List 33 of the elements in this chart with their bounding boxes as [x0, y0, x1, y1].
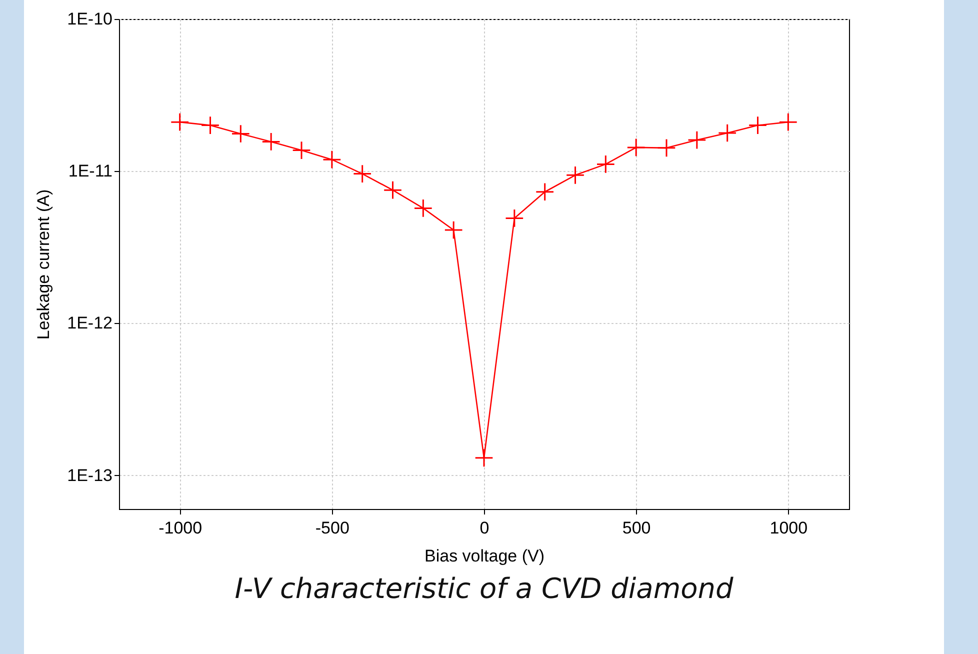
point — [566, 166, 585, 185]
x-tick-label: 500 — [622, 518, 651, 538]
point — [444, 220, 463, 240]
point — [262, 132, 280, 152]
point — [688, 130, 706, 150]
point — [505, 208, 524, 228]
point — [322, 150, 342, 170]
point — [170, 112, 190, 132]
point — [383, 180, 402, 200]
point — [657, 138, 676, 158]
y-tick-label: 1E-11 — [68, 162, 112, 181]
point — [778, 112, 798, 132]
x-tick-label: -500 — [315, 518, 350, 538]
text: I-V characteristic of a CVD diamond — [234, 572, 734, 605]
point — [748, 116, 768, 135]
x-tick-label: -1000 — [158, 518, 202, 538]
x-tick-label: 0 — [480, 518, 490, 538]
point — [535, 182, 554, 202]
point — [596, 154, 616, 174]
point — [231, 124, 250, 144]
point — [474, 448, 494, 468]
point — [718, 124, 737, 142]
x-tick-label: 1000 — [770, 518, 808, 538]
point — [200, 116, 220, 135]
y-axis-title: Leakage current (A) — [34, 189, 54, 340]
point — [414, 198, 433, 218]
y-tick-label: 1E-12 — [67, 314, 112, 333]
point — [292, 140, 311, 160]
x-axis-title: Bias voltage (V) — [424, 546, 544, 566]
y-tick-label: 1E-10 — [67, 10, 112, 28]
point — [352, 164, 372, 184]
point — [626, 138, 646, 157]
y-tick-label: 1E-13 — [67, 466, 112, 485]
